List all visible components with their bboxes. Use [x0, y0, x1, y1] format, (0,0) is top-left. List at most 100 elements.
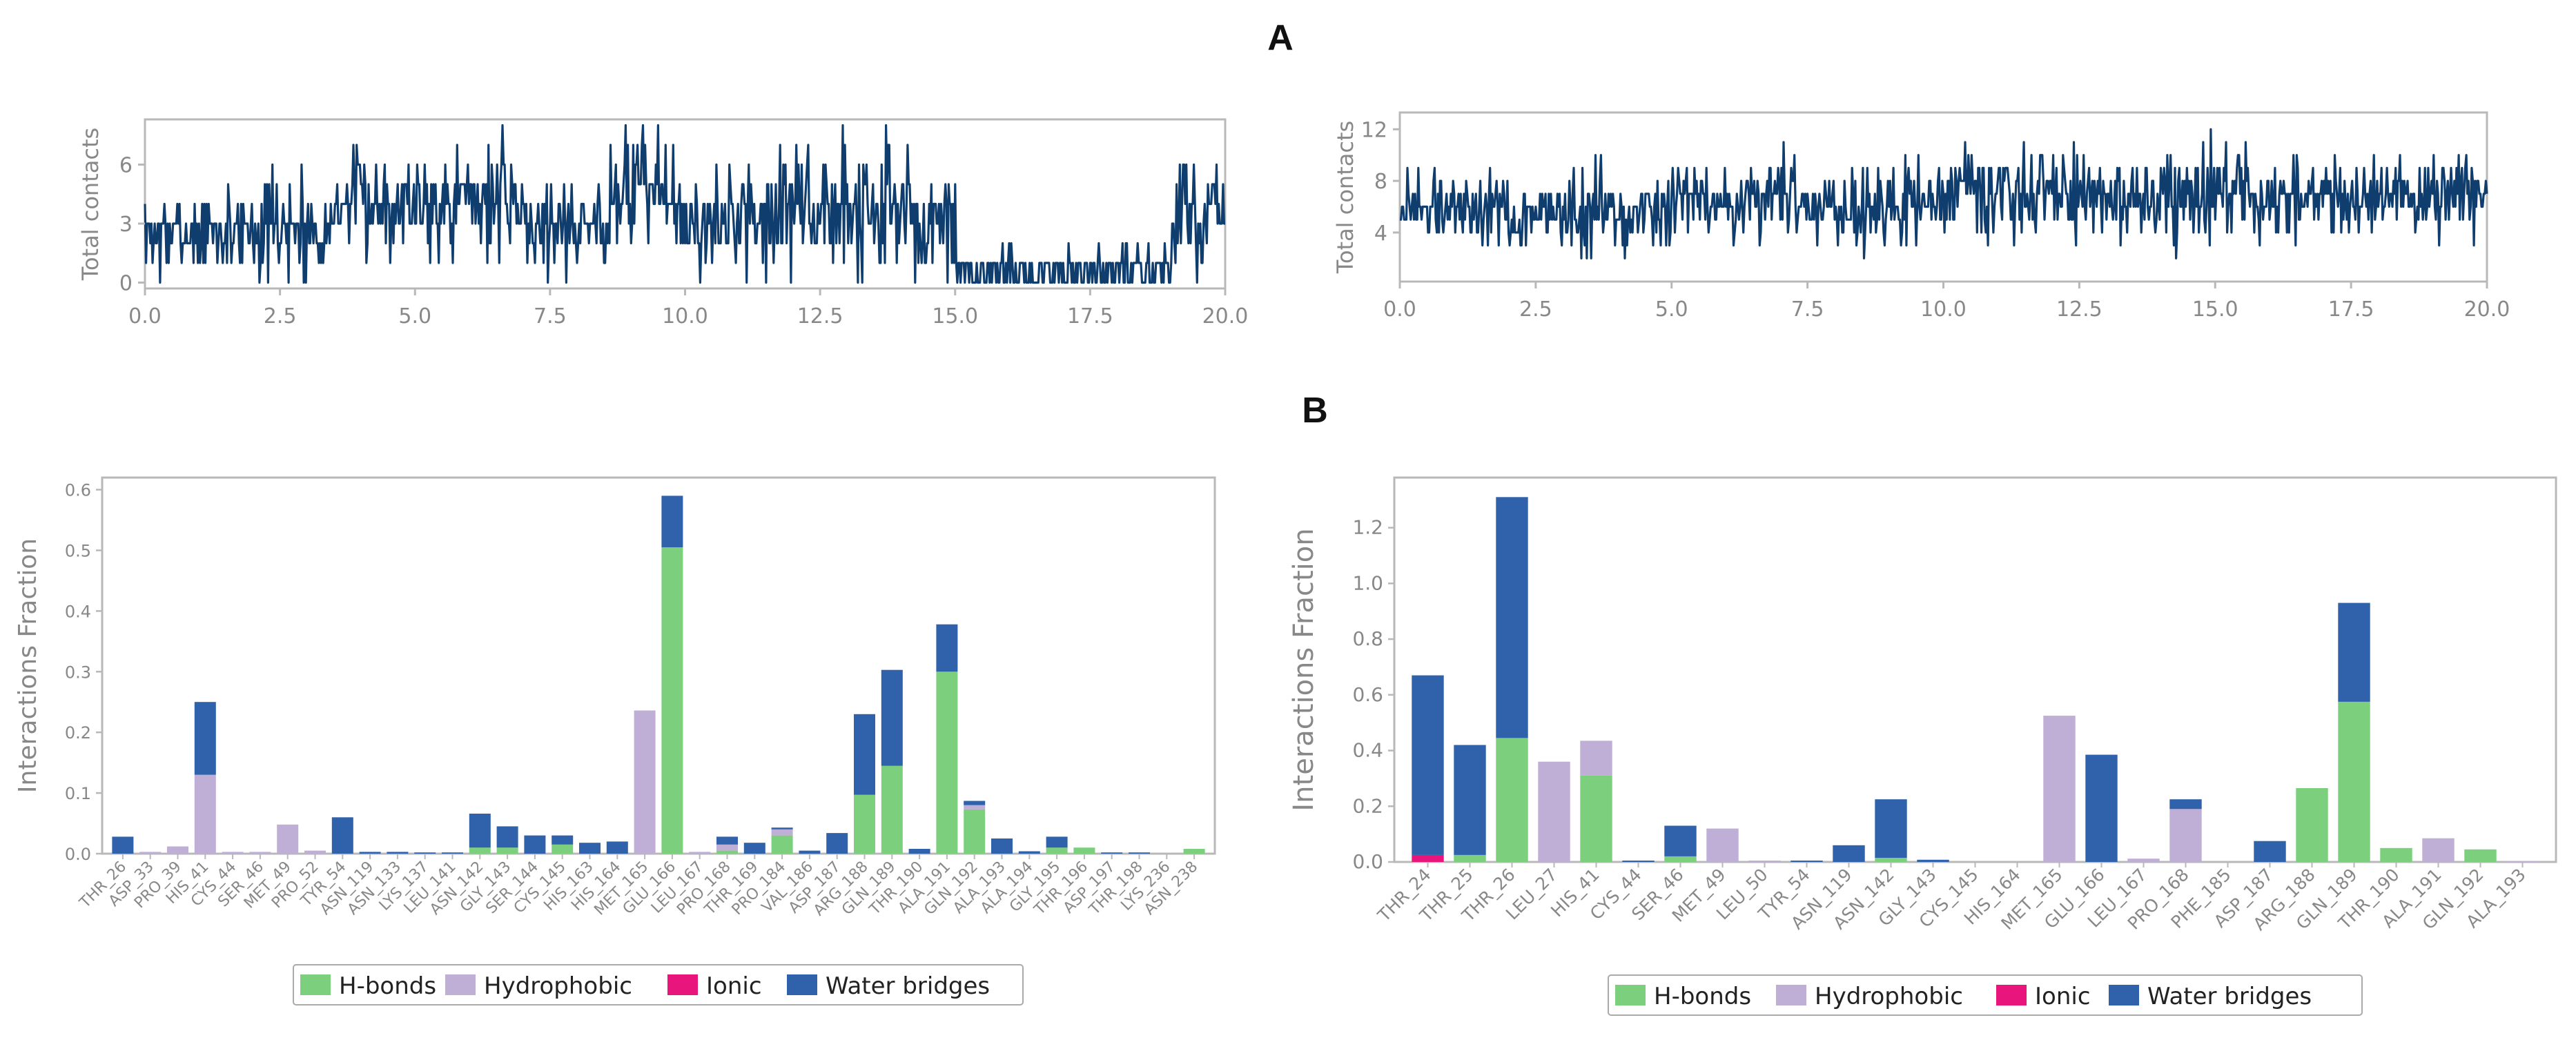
bar-hbonds: [1580, 775, 1612, 862]
bar-hydrophobic: [249, 852, 271, 854]
interactions-chart-right: THR_24THR_25THR_26LEU_27HIS_41CYS_44SER_…: [1288, 476, 2557, 1016]
bar-hydrophobic: [1748, 861, 1781, 862]
y-axis-title: Total contacts: [77, 128, 104, 281]
bar-hydrophobic: [139, 852, 162, 854]
contacts-series-line: [144, 124, 1225, 284]
y-tick-label: 6: [119, 154, 133, 178]
bar-water: [771, 827, 793, 830]
bar-water: [1046, 836, 1068, 848]
bar-hydrophobic: [304, 850, 326, 854]
x-tick-label: 0.0: [128, 304, 162, 328]
panel-label-a: A: [1267, 18, 1294, 58]
x-tick-label: 7.5: [1791, 297, 1824, 322]
bar-water: [881, 669, 903, 766]
bar-water: [2085, 754, 2118, 862]
legend-swatch-water: [787, 974, 817, 995]
bar-hydrophobic: [2506, 861, 2539, 862]
bar-water: [496, 826, 518, 848]
bar-hydrophobic: [634, 710, 656, 854]
legend-label-hbonds: H-bonds: [1654, 983, 1751, 1010]
legend-swatch-hbonds: [1615, 985, 1646, 1005]
panel-label-b: B: [1302, 391, 1328, 431]
y-tick-label: 3: [119, 213, 133, 237]
bar-water: [442, 852, 463, 854]
y-axis-title: Total contacts: [1332, 121, 1358, 274]
bar-water: [1917, 859, 1949, 862]
legend: H-bonds Hydrophobic Ionic Water bridges: [1608, 974, 2363, 1016]
x-tick-label: 20.0: [1202, 304, 1249, 328]
legend-label-water: Water bridges: [826, 972, 990, 1000]
bar-hbonds: [881, 765, 903, 854]
bar-water: [1664, 825, 1697, 856]
bar-water: [194, 702, 216, 775]
y-axis-title: Interactions Fraction: [14, 538, 42, 793]
bar-hydrophobic: [716, 844, 738, 851]
y-tick-label: 12: [1361, 118, 1387, 142]
bar-hydrophobic: [2127, 859, 2160, 862]
legend-label-hbonds: H-bonds: [339, 972, 436, 1000]
x-tick-label: 0.0: [1383, 297, 1416, 322]
bar-water: [331, 817, 353, 854]
bar-water: [964, 801, 986, 805]
y-tick-label: 0.0: [65, 845, 91, 864]
bar-water: [1412, 675, 1444, 855]
bar-water: [1833, 845, 1865, 862]
y-tick-label: 1.2: [1352, 516, 1383, 539]
y-tick-label: 0.4: [1352, 739, 1383, 762]
legend-box: [293, 964, 1024, 1005]
bar-hydrophobic: [277, 824, 299, 854]
bar-water: [661, 496, 683, 548]
x-tick-label: 12.5: [2056, 297, 2102, 322]
bar-hbonds: [1454, 854, 1486, 862]
bar-water: [1101, 852, 1123, 854]
bar-water: [826, 833, 848, 854]
bar-water: [2169, 799, 2202, 810]
y-tick-label: 0.1: [65, 784, 91, 803]
bar-water: [1454, 745, 1486, 855]
bar-water: [854, 714, 875, 795]
legend-swatch-ionic: [667, 974, 698, 995]
x-tick-label: 15.0: [2192, 297, 2238, 322]
bar-water: [414, 852, 436, 854]
bar-water: [469, 814, 491, 848]
bar-hbonds: [661, 547, 683, 854]
y-axis-title: Interactions Fraction: [1288, 528, 1320, 811]
x-tick-label: 5.0: [398, 304, 431, 328]
y-tick-label: 0.0: [1352, 850, 1383, 873]
bar-water: [524, 835, 546, 854]
bar-water: [1875, 799, 1907, 858]
x-tick-label: 10.0: [662, 304, 708, 328]
bar-hbonds: [1073, 847, 1095, 854]
bar-hbonds: [2338, 701, 2370, 862]
bar-water: [579, 843, 601, 854]
bar-hbonds: [1046, 847, 1068, 854]
x-tick-label: 17.5: [2328, 297, 2374, 322]
y-tick-label: 0.3: [65, 663, 91, 682]
bar-water: [112, 836, 134, 854]
y-tick-label: 0.4: [65, 602, 91, 621]
bar-hydrophobic: [2169, 809, 2202, 862]
bar-water: [936, 624, 958, 672]
bar-hbonds: [771, 835, 793, 854]
bar-water: [799, 850, 821, 854]
legend-swatch-ionic: [1996, 985, 2027, 1005]
legend-swatch-water: [2109, 985, 2139, 1005]
legend-label-hydrophobic: Hydrophobic: [484, 972, 632, 1000]
bar-water: [1129, 852, 1150, 854]
bar-hbonds: [716, 850, 738, 854]
y-tick-label: 0.6: [1352, 683, 1383, 706]
bar-hydrophobic: [1706, 828, 1739, 862]
bar-water: [1018, 851, 1040, 854]
y-tick-label: 0.6: [65, 481, 91, 500]
x-tick-label: 15.0: [932, 304, 978, 328]
x-tick-label: 2.5: [1519, 297, 1552, 322]
bar-hbonds: [1664, 856, 1697, 862]
bar-hydrophobic: [964, 805, 986, 810]
bar-hbonds: [552, 844, 574, 854]
x-tick-label: 12.5: [797, 304, 843, 328]
y-tick-label: 0.8: [1352, 627, 1383, 650]
bar-water: [1790, 861, 1823, 862]
bar-water: [359, 852, 381, 854]
bar-water: [908, 849, 930, 854]
x-tick-label: 5.0: [1655, 297, 1688, 322]
